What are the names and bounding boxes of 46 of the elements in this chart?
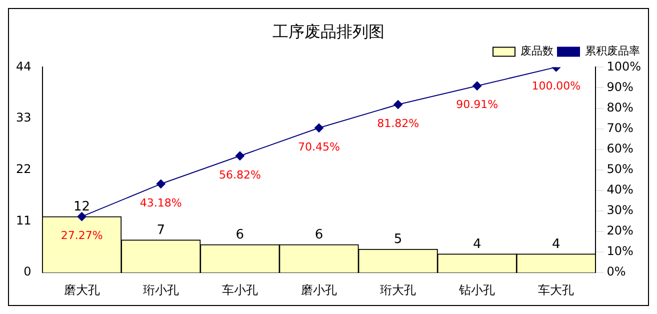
point xyxy=(472,81,482,90)
y2-tick-label: 20% xyxy=(606,224,634,238)
data-label: 12 xyxy=(74,199,90,214)
data-label: 6 xyxy=(314,227,324,242)
point xyxy=(77,212,86,222)
y2-tick-label: 70% xyxy=(606,120,634,135)
x-tick-label: 磨大孔 xyxy=(64,282,100,297)
data-label: 100.00% xyxy=(532,80,581,93)
y2-tick-label: 30% xyxy=(606,203,634,218)
data-label: 70.45% xyxy=(298,140,340,154)
y2-tick-label: 80% xyxy=(606,100,634,114)
x-tick-label: 钻小孔 xyxy=(458,282,496,297)
data-label: 4 xyxy=(552,236,560,252)
y2-tick-label: 60% xyxy=(606,141,634,156)
x-tick-label: 车大孔 xyxy=(538,282,574,297)
data-label: 81.82% xyxy=(377,116,420,130)
data-label: 27.27% xyxy=(60,228,103,242)
legend-label: 废品数 xyxy=(520,44,554,58)
y2-tick-label: 40% xyxy=(606,182,634,197)
point xyxy=(394,100,403,110)
y2-tick-label: 50% xyxy=(606,162,634,176)
x-tick-label: 珩小孔 xyxy=(142,282,179,297)
data-label: 6 xyxy=(236,227,244,242)
data-label: 43.18% xyxy=(140,196,182,210)
x-tick-label: 车小孔 xyxy=(222,282,258,297)
x-tick-label: 珩大孔 xyxy=(380,282,416,297)
y-tick-label: 33 xyxy=(16,110,32,125)
chart-title: 工序废品排列图 xyxy=(272,22,384,41)
data-label: 7 xyxy=(156,222,165,238)
y-tick-label: 22 xyxy=(16,162,32,176)
point xyxy=(235,151,244,160)
point xyxy=(314,123,324,132)
x-tick-label: 磨小孔 xyxy=(300,282,337,297)
data-label: 56.82% xyxy=(218,168,261,182)
y-tick-label: 0 xyxy=(24,264,32,279)
legend-label: 累积废品率 xyxy=(585,44,640,58)
y2-tick-label: 100% xyxy=(606,59,642,74)
data-label: 5 xyxy=(394,232,402,248)
data-label: 4 xyxy=(472,236,482,252)
y2-tick-label: 0% xyxy=(606,264,626,279)
data-label: 90.91% xyxy=(456,98,498,112)
y-tick-label: 11 xyxy=(16,213,32,228)
point xyxy=(156,179,166,188)
y-tick-label: 44 xyxy=(16,59,32,74)
y2-tick-label: 10% xyxy=(606,244,634,258)
y2-tick-label: 90% xyxy=(606,80,634,94)
